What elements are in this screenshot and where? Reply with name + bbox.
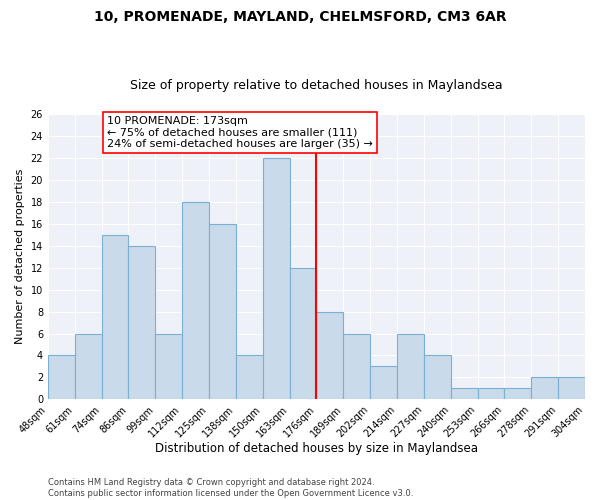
X-axis label: Distribution of detached houses by size in Maylandsea: Distribution of detached houses by size … (155, 442, 478, 455)
Bar (370, 366, 397, 400)
Text: 10, PROMENADE, MAYLAND, CHELMSFORD, CM3 6AR: 10, PROMENADE, MAYLAND, CHELMSFORD, CM3 … (94, 10, 506, 24)
Bar (478, 388, 505, 400)
Bar (451, 388, 478, 400)
Bar (290, 268, 316, 400)
Text: Contains HM Land Registry data © Crown copyright and database right 2024.
Contai: Contains HM Land Registry data © Crown c… (48, 478, 413, 498)
Bar (397, 334, 424, 400)
Bar (263, 158, 290, 400)
Title: Size of property relative to detached houses in Maylandsea: Size of property relative to detached ho… (130, 79, 503, 92)
Bar (424, 356, 451, 400)
Bar (155, 334, 182, 400)
Text: 10 PROMENADE: 173sqm
← 75% of detached houses are smaller (111)
24% of semi-deta: 10 PROMENADE: 173sqm ← 75% of detached h… (107, 116, 373, 150)
Bar (209, 224, 236, 400)
Bar (48, 356, 75, 400)
Bar (182, 202, 209, 400)
Bar (531, 378, 558, 400)
Y-axis label: Number of detached properties: Number of detached properties (15, 169, 25, 344)
Bar (316, 312, 343, 400)
Bar (505, 388, 531, 400)
Bar (101, 234, 128, 400)
Bar (558, 378, 585, 400)
Bar (75, 334, 101, 400)
Bar (236, 356, 263, 400)
Bar (128, 246, 155, 400)
Bar (343, 334, 370, 400)
